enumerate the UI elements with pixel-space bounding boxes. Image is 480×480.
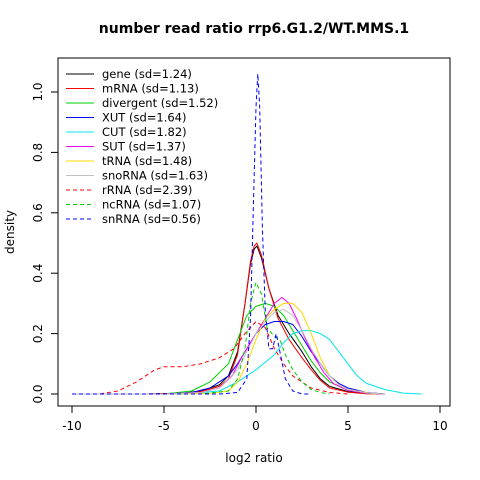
x-tick-label: -10 bbox=[62, 419, 82, 433]
y-axis-label: density bbox=[3, 210, 17, 254]
legend: gene (sd=1.24)mRNA (sd=1.13)divergent (s… bbox=[66, 67, 218, 226]
series-line-ncrna bbox=[72, 281, 330, 395]
y-tick-label: 0.4 bbox=[31, 264, 45, 283]
chart-title: number read ratio rrp6.G1.2/WT.MMS.1 bbox=[99, 21, 409, 37]
series-line-mrna bbox=[72, 242, 385, 395]
x-tick-label: -5 bbox=[158, 419, 170, 433]
legend-entry: rRNA (sd=2.39) bbox=[102, 183, 192, 197]
y-tick-label: 0.2 bbox=[31, 324, 45, 343]
legend-entry: divergent (sd=1.52) bbox=[102, 96, 218, 110]
y-tick-label: 0.8 bbox=[31, 143, 45, 162]
legend-entry: mRNA (sd=1.13) bbox=[102, 82, 199, 96]
legend-entry: snRNA (sd=0.56) bbox=[102, 212, 201, 226]
legend-entry: tRNA (sd=1.48) bbox=[102, 154, 192, 168]
legend-entry: XUT (sd=1.64) bbox=[102, 111, 186, 125]
y-axis: 0.0 0.2 0.4 0.6 0.8 1.0 bbox=[31, 82, 59, 404]
legend-entry: SUT (sd=1.37) bbox=[102, 140, 186, 154]
series-line-cut bbox=[72, 330, 422, 395]
x-axis: -10 -5 0 5 10 bbox=[62, 405, 448, 433]
series-line-snorna bbox=[72, 308, 385, 395]
series-line-snrna bbox=[72, 73, 312, 395]
series-line-rrna bbox=[72, 321, 349, 395]
x-axis-label: log2 ratio bbox=[225, 451, 282, 465]
legend-entry: CUT (sd=1.82) bbox=[102, 125, 187, 139]
series-line-xut bbox=[72, 321, 385, 395]
x-tick-label: 10 bbox=[432, 419, 447, 433]
y-tick-label: 1.0 bbox=[31, 82, 45, 101]
legend-entry: snoRNA (sd=1.63) bbox=[102, 169, 208, 183]
y-tick-label: 0.6 bbox=[31, 203, 45, 222]
x-tick-label: 0 bbox=[252, 419, 260, 433]
series-line-divergent bbox=[72, 302, 385, 395]
x-tick-label: 5 bbox=[344, 419, 352, 433]
series-line-gene bbox=[72, 245, 385, 395]
legend-entry: gene (sd=1.24) bbox=[102, 67, 192, 81]
y-tick-label: 0.0 bbox=[31, 384, 45, 403]
legend-entry: ncRNA (sd=1.07) bbox=[102, 198, 201, 212]
series-layer bbox=[72, 73, 422, 395]
